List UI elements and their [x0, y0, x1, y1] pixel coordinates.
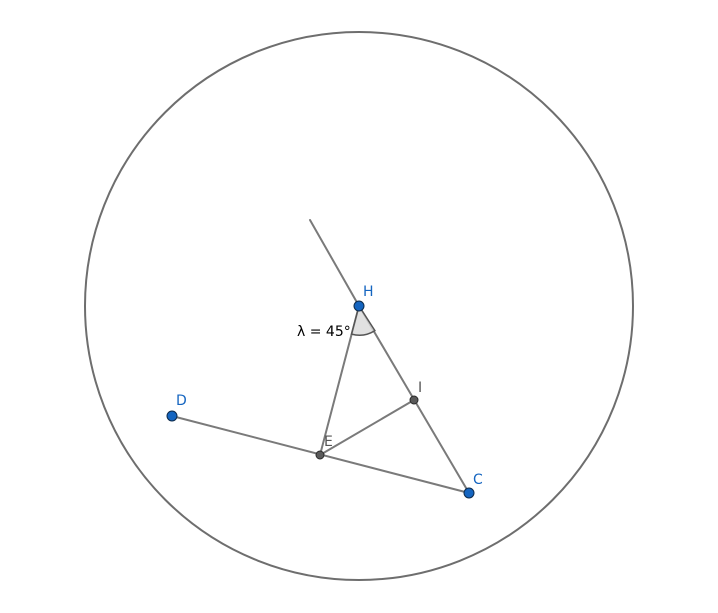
point-d[interactable] — [166, 410, 178, 422]
point-e[interactable] — [315, 450, 325, 460]
point-h[interactable] — [353, 300, 365, 312]
ray-through-h[interactable] — [309, 219, 360, 307]
point-c[interactable] — [463, 487, 475, 499]
circle[interactable] — [84, 31, 634, 581]
angle-marker[interactable] — [350, 304, 376, 336]
point-i-label: I — [418, 380, 422, 396]
point-e-label: E — [324, 434, 333, 450]
point-c-label: C — [473, 472, 483, 488]
angle-label: λ = 45° — [297, 324, 351, 340]
point-i[interactable] — [409, 395, 419, 405]
point-h-label: H — [363, 284, 374, 300]
point-d-label: D — [176, 393, 187, 409]
segment-ei[interactable] — [319, 399, 415, 456]
